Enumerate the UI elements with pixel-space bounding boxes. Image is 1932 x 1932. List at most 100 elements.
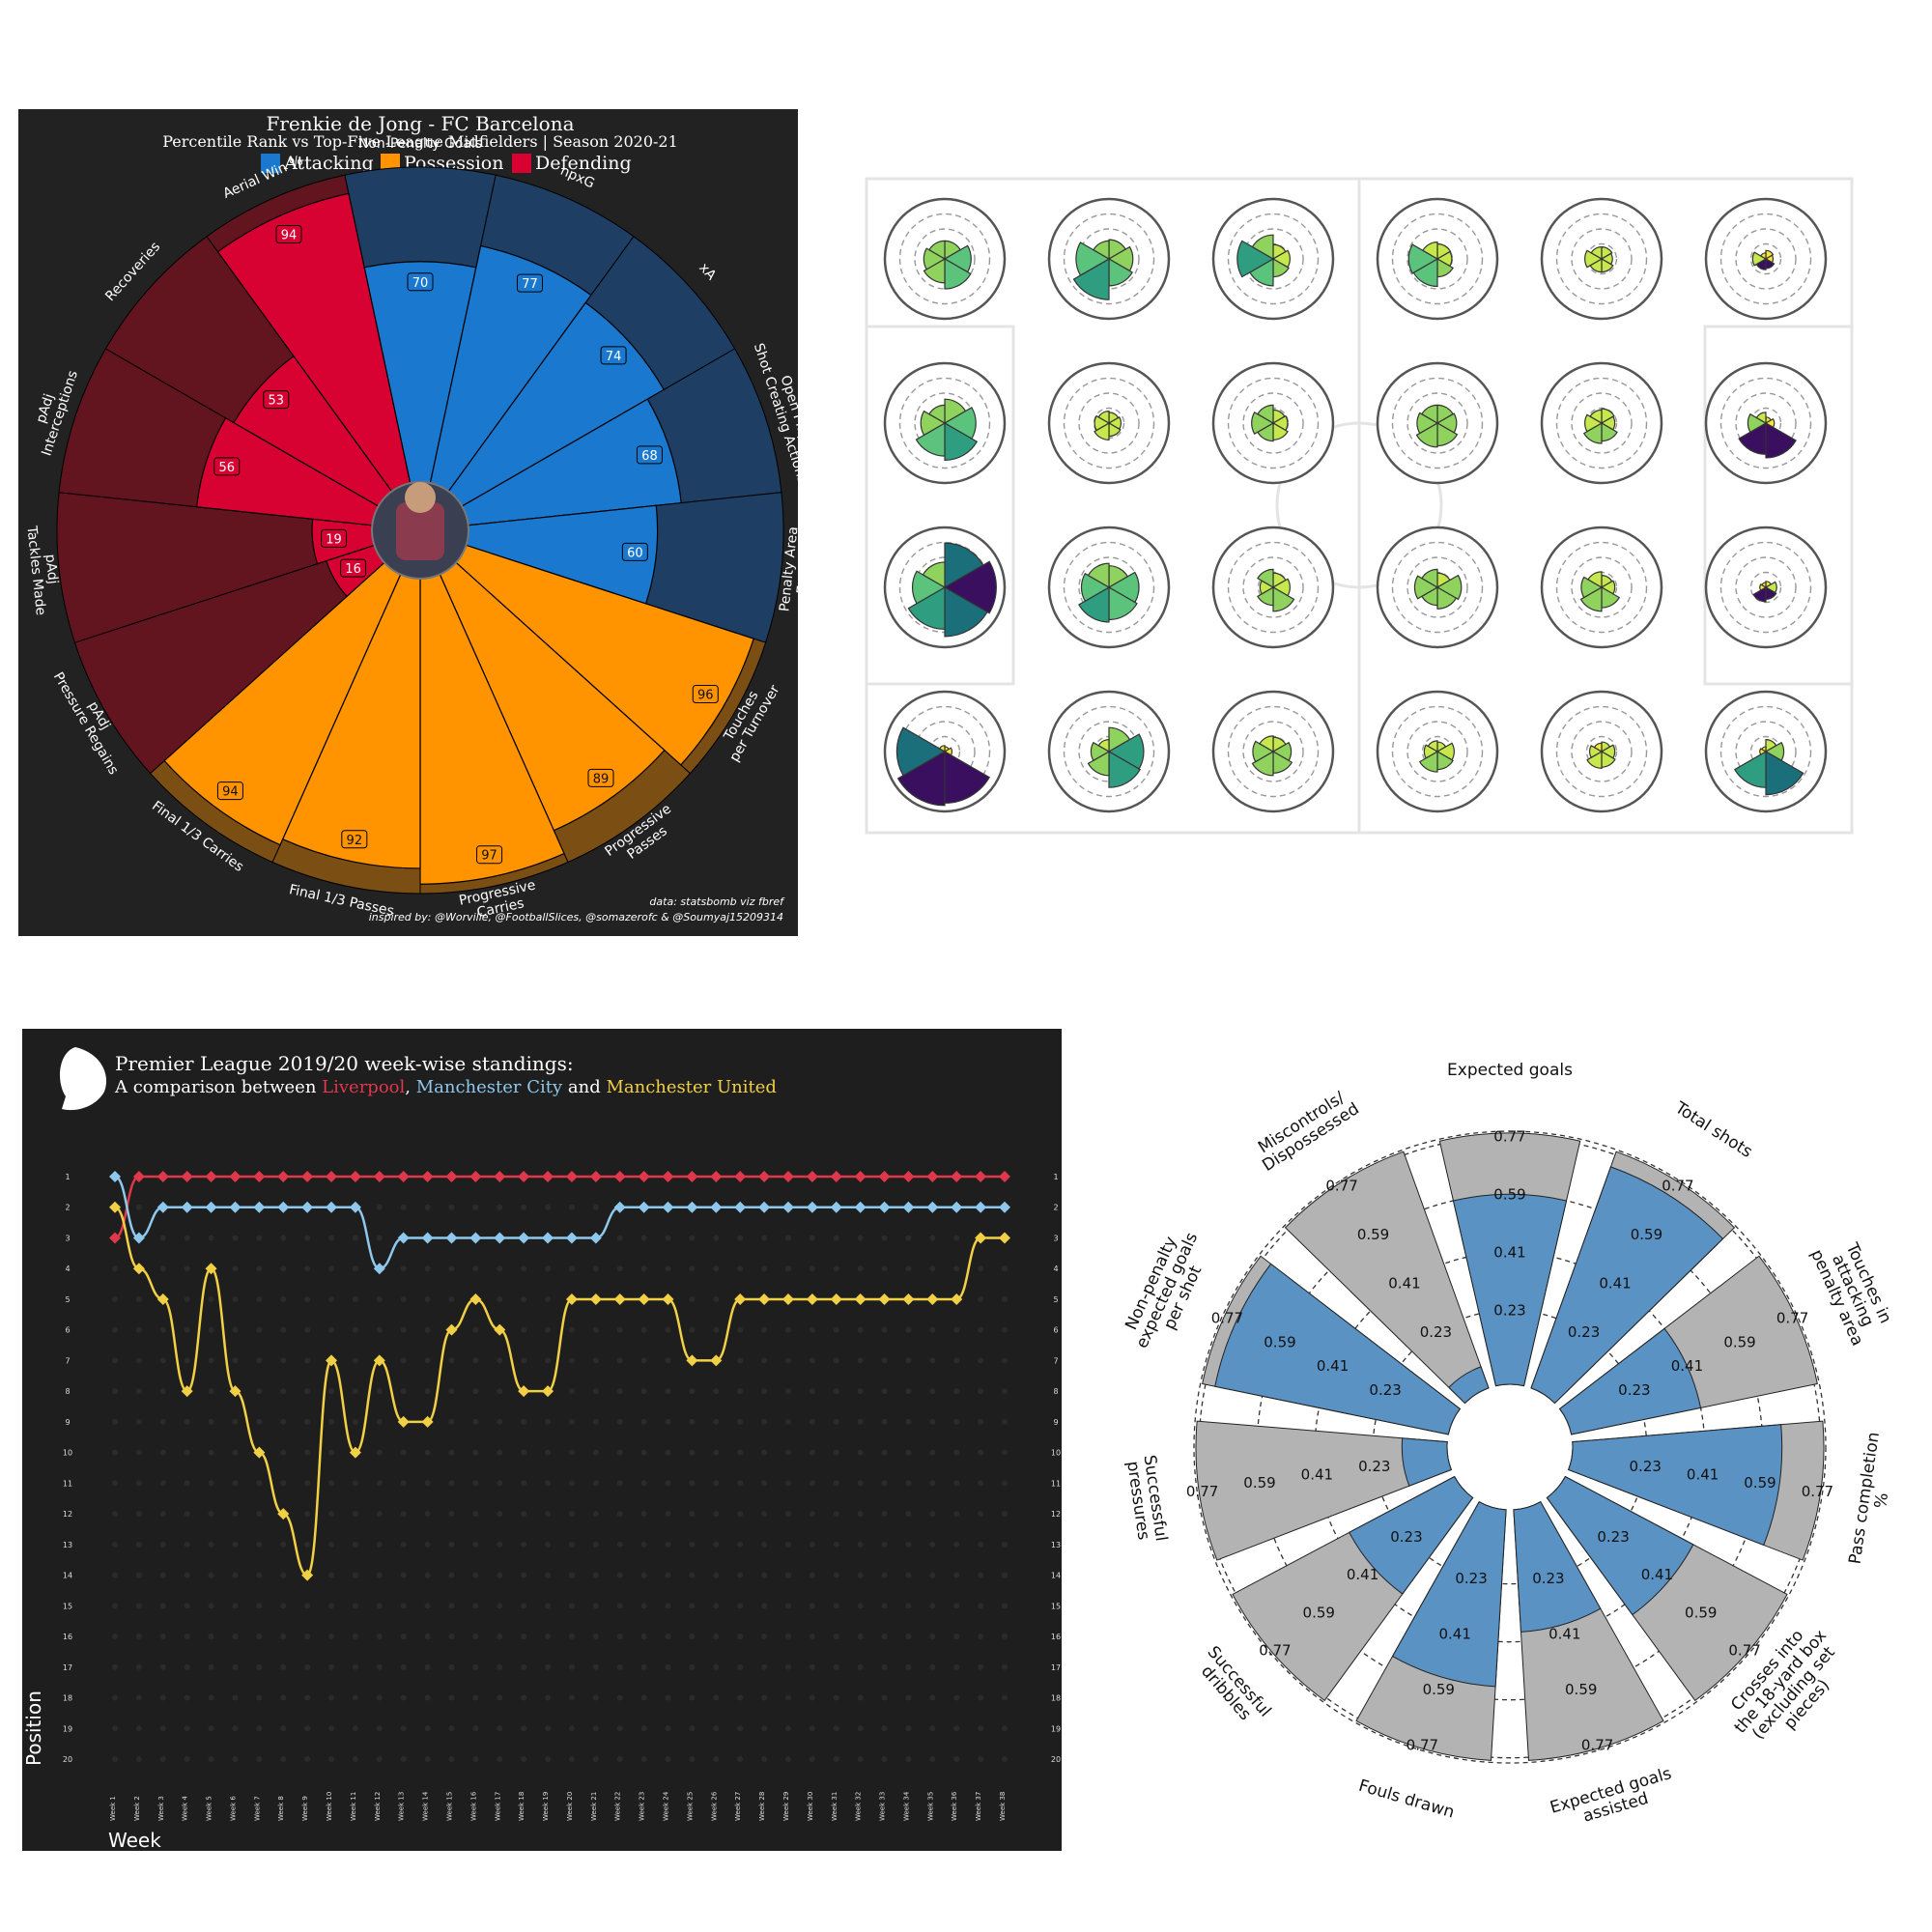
grid-dot [1002, 1388, 1008, 1395]
grid-dot [809, 1511, 815, 1518]
week-tick-label: Week 13 [398, 1792, 406, 1821]
series-point-liverpool [277, 1171, 290, 1182]
radar-wedge [1759, 748, 1768, 755]
series-point-liverpool [109, 1232, 121, 1244]
week-tick-label: Week 2 [133, 1796, 141, 1821]
ring-value-label: 0.41 [1687, 1466, 1719, 1484]
grid-dot [737, 1357, 744, 1364]
grid-dot [521, 1663, 527, 1670]
grid-dot [159, 1725, 166, 1732]
grid-dot [929, 1572, 936, 1578]
grid-dot [689, 1603, 696, 1609]
grid-dot [857, 1603, 864, 1609]
series-point-manchester-city [518, 1232, 530, 1244]
grid-dot [592, 1326, 599, 1333]
grid-dot [640, 1388, 647, 1395]
grid-dot [737, 1663, 744, 1670]
grid-dot [256, 1572, 263, 1578]
grid-dot [713, 1541, 720, 1548]
grid-dot [689, 1480, 696, 1487]
grid-dot [112, 1265, 118, 1272]
grid-dot [304, 1326, 311, 1333]
grid-dot [545, 1634, 552, 1640]
series-point-manchester-united [854, 1293, 867, 1305]
radar-ring [1555, 541, 1648, 634]
grid-dot [545, 1725, 552, 1732]
series-point-liverpool [132, 1171, 145, 1182]
series-point-manchester-city [229, 1201, 242, 1213]
grid-dot [929, 1725, 936, 1732]
grid-dot [809, 1449, 815, 1456]
grid-dot [376, 1418, 383, 1425]
grid-dot [881, 1663, 888, 1670]
grid-dot [135, 1388, 142, 1395]
grid-dot [761, 1511, 768, 1518]
grid-dot [568, 1511, 575, 1518]
grid-dot [761, 1449, 768, 1456]
grid-dot [833, 1480, 839, 1487]
ring-value-label: 0.41 [1438, 1625, 1470, 1642]
grid-dot [761, 1572, 768, 1578]
week-tick-label: Week 11 [350, 1792, 357, 1821]
grid-dot [376, 1756, 383, 1762]
grid-dot [159, 1326, 166, 1333]
grid-dot [232, 1511, 239, 1518]
radar-ring [914, 721, 976, 782]
radar-ring [1078, 392, 1140, 454]
grid-dot [280, 1725, 287, 1732]
grid-dot [352, 1326, 358, 1333]
grid-dot [472, 1418, 479, 1425]
grid-dot [400, 1603, 407, 1609]
grid-dot [232, 1634, 239, 1640]
grid-dot [881, 1541, 888, 1548]
grid-dot [208, 1449, 214, 1456]
grid-dot [592, 1357, 599, 1364]
series-point-manchester-city [109, 1171, 121, 1182]
value-box-aerial-win- [275, 224, 302, 243]
grid-dot [953, 1235, 960, 1241]
series-point-manchester-united [421, 1415, 434, 1428]
grid-dot [640, 1634, 647, 1640]
radar-wedge [1593, 742, 1603, 753]
grid-dot [616, 1357, 623, 1364]
grid-dot [400, 1634, 407, 1640]
legend-swatch-defending [512, 154, 531, 173]
grid-dot [640, 1756, 647, 1762]
grid-dot [159, 1694, 166, 1701]
legend-label-defending: Defending [535, 153, 632, 174]
grid-dot [112, 1326, 118, 1333]
radar-wedge [1087, 750, 1110, 777]
grid-dot [1002, 1357, 1008, 1364]
series-point-manchester-united [902, 1293, 915, 1305]
radar-wedge [1422, 242, 1438, 261]
grid-dot [905, 1756, 912, 1762]
grid-dot [833, 1388, 839, 1395]
position-tick-right: 4 [1053, 1264, 1058, 1273]
grid-dot [689, 1756, 696, 1762]
subtitle-liverpool: Liverpool [322, 1077, 405, 1097]
radar-wedge [1251, 234, 1274, 261]
grid-dot [328, 1725, 335, 1732]
series-point-manchester-united [734, 1293, 747, 1305]
grid-dot [616, 1265, 623, 1272]
slice-successful-dribbles [1349, 1475, 1474, 1595]
value-box-padj-tackles-made [321, 528, 348, 548]
grid-dot [184, 1235, 190, 1241]
grid-dot [881, 1603, 888, 1609]
week-tick-label: Week 38 [999, 1792, 1007, 1821]
grid-dot [232, 1725, 239, 1732]
grid-dot [978, 1541, 984, 1548]
ring-value-label: 0.59 [1303, 1604, 1335, 1621]
grid-dot [448, 1756, 455, 1762]
series-point-manchester-city [181, 1201, 193, 1213]
grid-dot [1002, 1480, 1008, 1487]
grid-dot [713, 1418, 720, 1425]
grid-dot [304, 1694, 311, 1701]
grid-dot [472, 1326, 479, 1333]
grid-dot [545, 1326, 552, 1333]
grid-dot [953, 1511, 960, 1518]
radar-ring [1242, 721, 1304, 782]
grid-dot [352, 1603, 358, 1609]
grid-dot [713, 1756, 720, 1762]
grid-dot [159, 1541, 166, 1548]
